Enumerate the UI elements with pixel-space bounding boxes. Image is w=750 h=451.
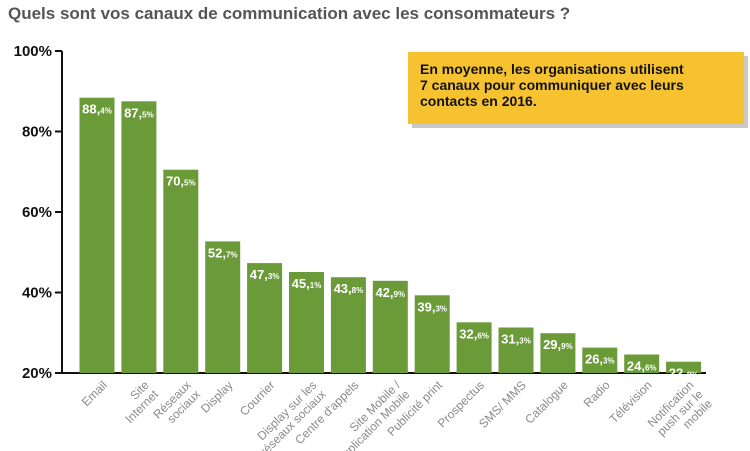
bar <box>205 241 241 373</box>
page-title: Quels sont vos canaux de communication a… <box>8 4 571 23</box>
callout-box: En moyenne, les organisations utilisent … <box>408 52 748 128</box>
y-tick-label: 40% <box>22 285 52 302</box>
category-label: Display <box>198 378 236 416</box>
y-tick-label: 60% <box>22 204 52 221</box>
bar-value-label: 24,6% <box>627 359 657 374</box>
category-label-line: Display <box>198 378 236 416</box>
bar-value-label: 47,3% <box>250 267 280 282</box>
bar <box>79 97 115 373</box>
callout-line: 7 canaux pour communiquer avec leurs <box>420 77 684 93</box>
bar <box>372 280 408 373</box>
callout-line: contacts en 2016. <box>420 93 537 109</box>
category-label-line: Courrier <box>237 378 278 419</box>
callout-panel: En moyenne, les organisations utilisent … <box>408 52 744 124</box>
category-label: Email <box>79 378 110 409</box>
category-label: Courrier <box>237 378 278 419</box>
bar-value-label: 43,8% <box>334 281 364 296</box>
bar <box>456 322 492 373</box>
category-label-line: Catalogue <box>522 378 571 427</box>
bar-value-label: 26,3% <box>585 352 615 367</box>
bar <box>666 361 702 373</box>
bar <box>330 277 366 373</box>
y-tick-label: 20% <box>22 365 52 382</box>
category-label-line: Radio <box>581 378 613 410</box>
bar-value-label: 42,9% <box>375 285 405 300</box>
bar <box>121 101 157 374</box>
bar-value-label: 45,1% <box>292 276 322 291</box>
bar-value-label: 70,5% <box>166 174 196 189</box>
bar <box>289 272 324 373</box>
bar-value-label: 29,9% <box>543 337 573 352</box>
bar <box>540 333 576 373</box>
y-tick-label: 100% <box>14 43 52 60</box>
bar-value-label: 32,6% <box>459 326 489 341</box>
bar <box>163 169 199 373</box>
bar-value-label: 87,5% <box>124 105 154 120</box>
bar-value-label: 52,7% <box>208 245 238 260</box>
bar <box>414 295 450 373</box>
bar-value-label: 39,3% <box>417 299 447 314</box>
bar-value-label: 31,3% <box>501 332 531 347</box>
bar <box>247 263 283 373</box>
callout-line: En moyenne, les organisations utilisent <box>420 61 684 77</box>
y-tick-label: 80% <box>22 124 52 141</box>
bar <box>582 347 618 373</box>
bar-value-label: 88,4% <box>82 102 112 117</box>
bar <box>498 327 534 373</box>
bar-value-label: 22,8% <box>669 366 699 381</box>
bar <box>624 354 660 373</box>
category-label-line: Email <box>79 378 110 409</box>
bar-layer <box>79 97 702 374</box>
category-label: Radio <box>581 378 613 410</box>
category-label: Catalogue <box>522 378 571 427</box>
